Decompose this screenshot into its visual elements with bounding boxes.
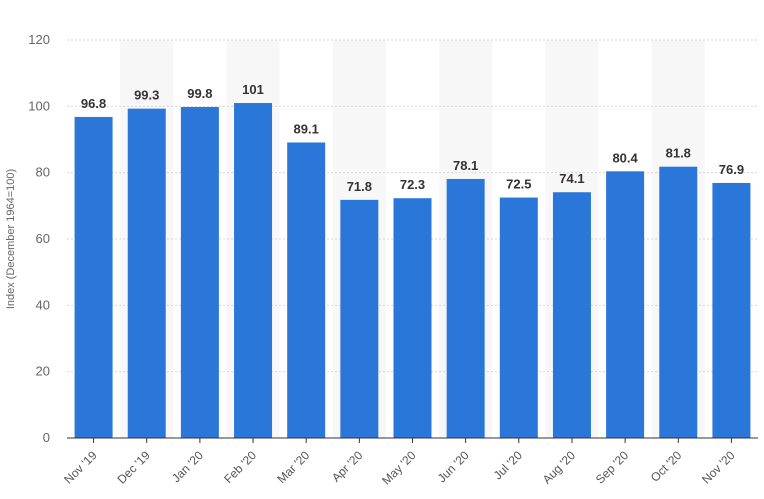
x-tick-label: Mar '20 [274, 448, 312, 486]
bar [659, 166, 698, 439]
x-tick-label: Dec '19 [114, 448, 153, 487]
bar-value-label: 78.1 [453, 158, 478, 173]
y-tick-label: 20 [36, 364, 50, 379]
bar-value-label: 99.3 [134, 88, 159, 103]
data-labels: 96.8 99.3 99.8 101 89.1 71.8 72.3 78.1 72.5 74.1 8… [81, 82, 744, 194]
y-tick-label: 40 [36, 297, 50, 312]
bar-value-label: 80.4 [612, 150, 638, 165]
y-tick-label: 60 [36, 231, 50, 246]
bar [712, 182, 751, 438]
x-tick-label: May '20 [379, 448, 419, 488]
x-tick-label: Feb '20 [221, 448, 259, 486]
bar-value-label: 72.3 [400, 177, 425, 192]
bars [74, 103, 751, 439]
bar-value-label: 72.5 [506, 177, 531, 192]
bar-value-label: 74.1 [559, 171, 584, 186]
bar [606, 171, 645, 438]
bar [552, 192, 591, 438]
axes [67, 437, 758, 443]
bar-value-label: 99.8 [187, 86, 212, 101]
bar [446, 178, 485, 439]
y-axis-title: Index (December 1964=100) [5, 169, 17, 309]
y-tick-label: 0 [43, 430, 50, 445]
bar-value-label: 101 [242, 82, 264, 97]
bar-value-label: 89.1 [294, 121, 319, 136]
x-tick-label: Jun '20 [435, 448, 472, 485]
bar [499, 197, 538, 438]
x-tick-label: Jul '20 [491, 448, 525, 482]
bar-value-label: 96.8 [81, 96, 106, 111]
bar [393, 198, 432, 438]
bar [340, 199, 379, 438]
bar [74, 116, 113, 439]
bar [287, 142, 326, 439]
y-tick-label: 120 [28, 32, 50, 47]
x-tick-label: Nov '20 [699, 448, 738, 487]
bar [234, 103, 273, 439]
x-tick-label: Sep '20 [593, 448, 632, 487]
x-tick-label: Apr '20 [329, 448, 366, 485]
bar-value-label: 76.9 [719, 162, 744, 177]
x-tick-label: Aug '20 [540, 448, 579, 487]
bar [180, 106, 219, 438]
bar-value-label: 71.8 [347, 179, 372, 194]
y-tick-labels: 0 20 40 60 80 100 120 [28, 32, 50, 445]
bar-value-label: 81.8 [666, 146, 691, 161]
x-tick-label: Jan '20 [169, 448, 206, 485]
y-tick-label: 80 [36, 165, 50, 180]
y-tick-label: 100 [28, 98, 50, 113]
x-tick-label: Oct '20 [648, 448, 685, 485]
x-tick-labels: Nov '19 Dec '19 Jan '20 Feb '20 Mar '20 Apr '… [61, 448, 737, 488]
x-tick-label: Nov '19 [61, 448, 100, 487]
bar [127, 108, 166, 438]
